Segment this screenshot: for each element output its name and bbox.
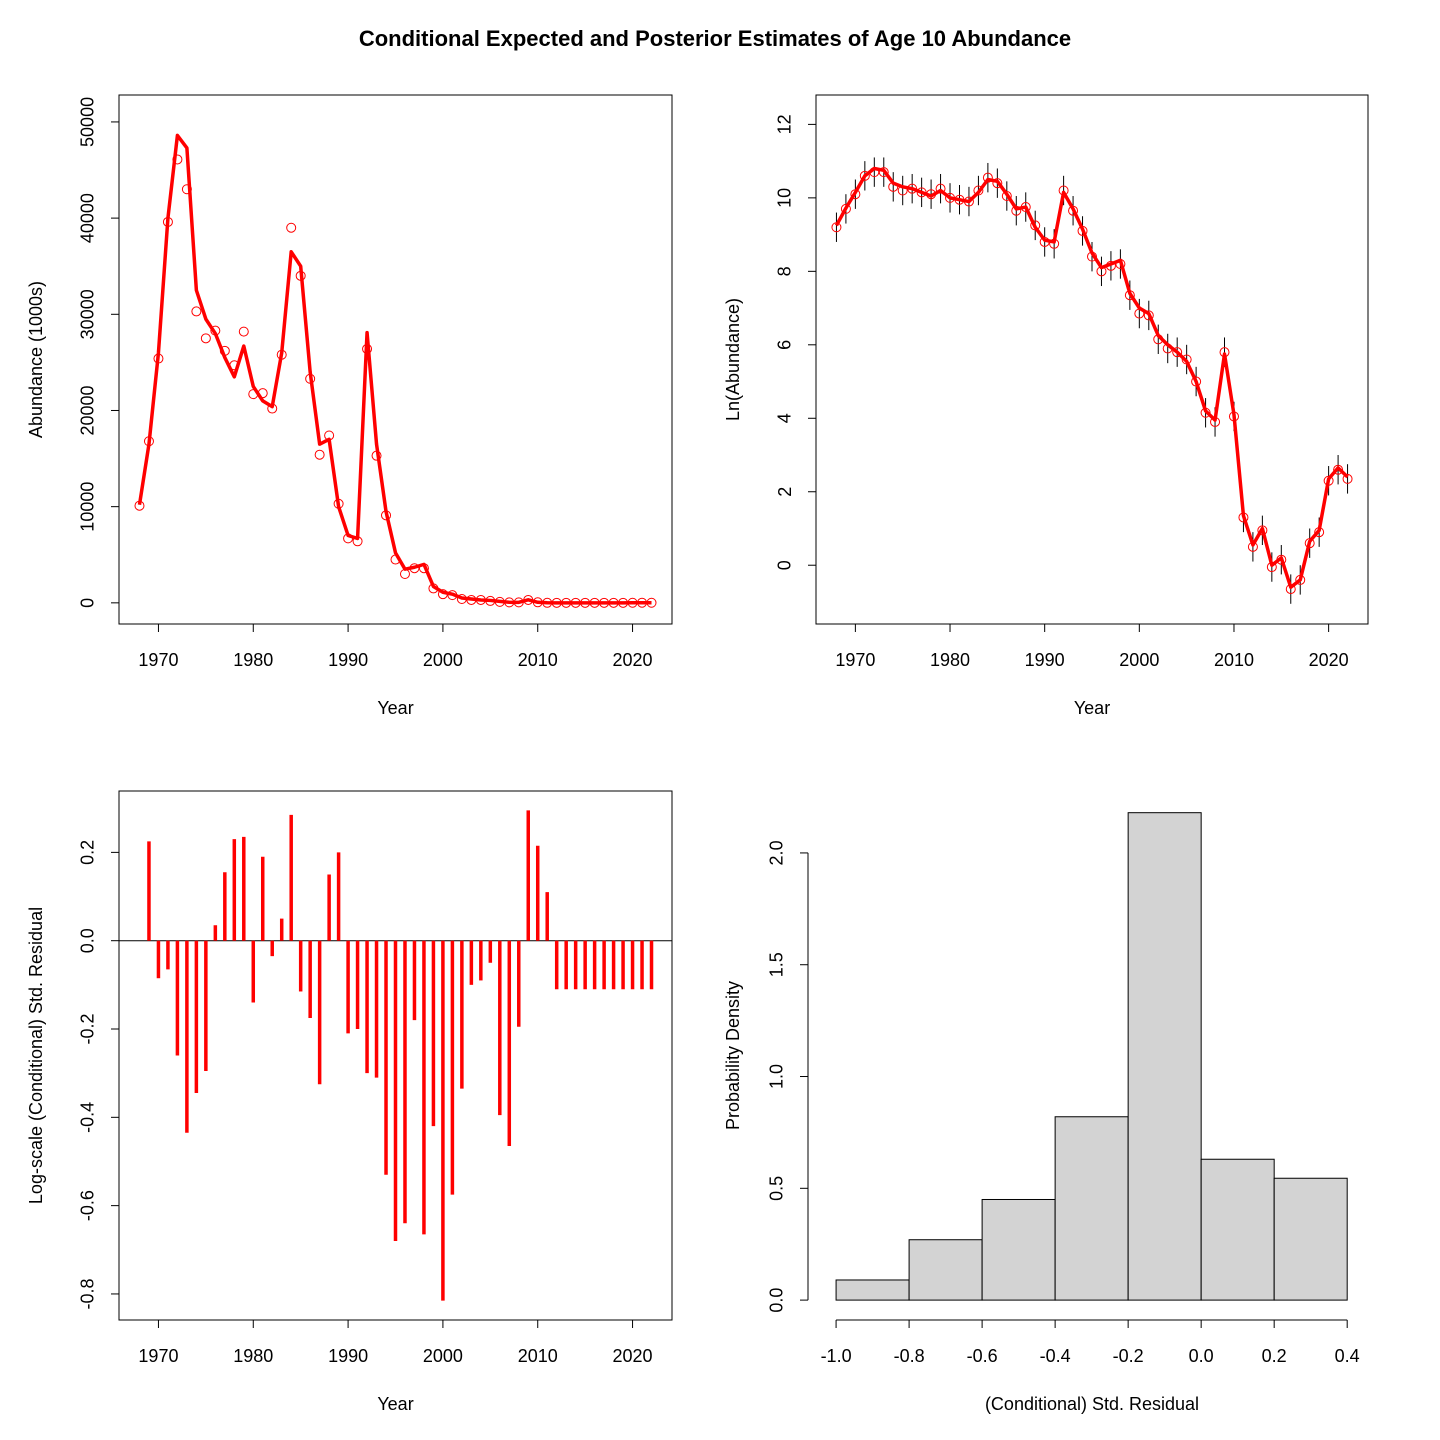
x-tick-label: 2010 [1214,650,1254,670]
x-axis-title: Year [1074,698,1110,718]
histogram-bar [1200,1158,1275,1301]
y-tick-label: 0.0 [78,928,98,953]
x-tick-label: 1990 [1025,650,1065,670]
x-tick-label: 2000 [423,1346,463,1366]
x-tick-label: 2010 [518,650,558,670]
y-tick-label: 1.0 [767,1064,787,1089]
estimate-line [834,166,1349,590]
x-tick-label: 1990 [328,650,368,670]
y-tick-label: -0.8 [78,1278,98,1309]
histogram-bar [981,1198,1056,1301]
y-tick-label: 10 [775,188,795,208]
x-axis-title: Year [377,1394,413,1414]
y-axis-title: Abundance (1000s) [26,281,46,438]
y-tick-label: 50000 [78,97,98,147]
y-tick-label: 0.0 [767,1288,787,1313]
x-tick-label: 2000 [1119,650,1159,670]
histogram-bar [1273,1177,1348,1301]
data-point [200,333,211,344]
y-tick-label: 40000 [78,193,98,243]
y-tick-label: 30000 [78,289,98,339]
y-tick-label: 4 [775,413,795,423]
histogram-bar [908,1239,983,1301]
x-tick-label: 2020 [613,650,653,670]
x-tick-label: 2000 [423,650,463,670]
data-point [1342,473,1353,484]
histogram-bar [1054,1116,1129,1301]
y-tick-label: 20000 [78,385,98,435]
x-tick-label: 2020 [1309,650,1349,670]
x-tick-label: 0.0 [1189,1346,1214,1366]
data-point [840,203,851,214]
y-tick-label: 10000 [78,482,98,532]
x-axis-title: Year [377,698,413,718]
x-tick-label: 2020 [613,1346,653,1366]
y-tick-label: 12 [775,114,795,134]
y-tick-label: 2 [775,487,795,497]
x-tick-label: -0.4 [1040,1346,1071,1366]
data-point [992,178,1003,189]
x-tick-label: -0.6 [967,1346,998,1366]
data-point [1172,347,1183,358]
x-tick-label: 2010 [518,1346,558,1366]
x-tick-label: 0.4 [1335,1346,1360,1366]
histogram-bar [835,1279,910,1301]
y-tick-label: 0.5 [767,1176,787,1201]
estimate-line [137,133,652,605]
y-axis-title: Probability Density [723,981,743,1130]
y-tick-label: 0 [78,598,98,608]
data-point [314,449,325,460]
y-tick-label: 6 [775,340,795,350]
y-tick-label: -0.4 [78,1102,98,1133]
x-tick-label: 1990 [328,1346,368,1366]
y-tick-label: -0.2 [78,1013,98,1044]
data-point [238,326,249,337]
x-tick-label: -1.0 [821,1346,852,1366]
y-tick-label: 0 [775,560,795,570]
x-tick-label: 1980 [233,650,273,670]
data-point [973,185,984,196]
y-tick-label: 1.5 [767,952,787,977]
x-tick-label: 1980 [233,1346,273,1366]
y-tick-label: 2.0 [767,840,787,865]
y-tick-label: 8 [775,266,795,276]
y-tick-label: 0.2 [78,840,98,865]
data-point [859,170,870,181]
x-tick-label: 0.2 [1262,1346,1287,1366]
data-point [878,167,889,178]
data-point [286,222,297,233]
x-tick-label: -0.8 [894,1346,925,1366]
x-axis-title: (Conditional) Std. Residual [985,1394,1199,1414]
y-tick-label: -0.6 [78,1190,98,1221]
data-point [1333,464,1344,475]
x-tick-label: -0.2 [1113,1346,1144,1366]
x-tick-label: 1970 [138,650,178,670]
data-point [191,306,202,317]
y-axis-title: Log-scale (Conditional) Std. Residual [26,907,46,1204]
x-tick-label: 1970 [835,650,875,670]
y-axis-title: Ln(Abundance) [723,298,743,421]
x-tick-label: 1970 [138,1346,178,1366]
histogram-bar [1127,812,1202,1301]
figure-title: Conditional Expected and Posterior Estim… [359,26,1071,51]
data-point [1143,310,1154,321]
x-tick-label: 1980 [930,650,970,670]
data-point [935,183,946,194]
